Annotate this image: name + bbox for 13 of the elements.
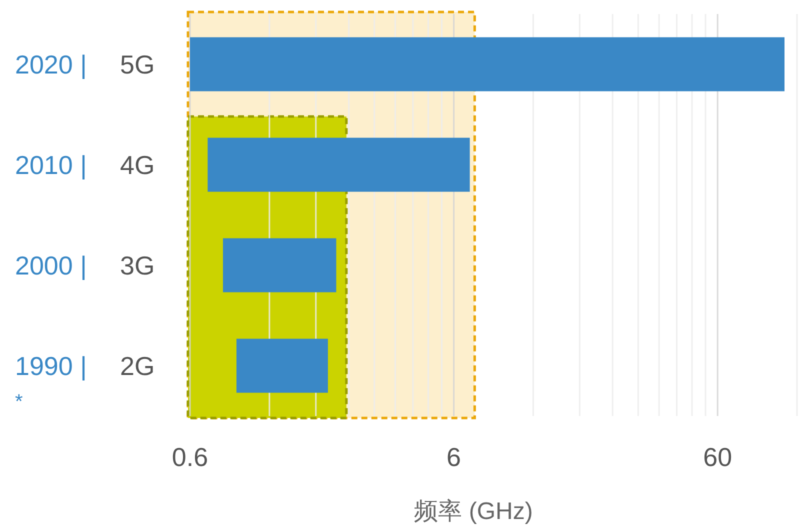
x-axis-title: 频率 (GHz) (414, 498, 533, 525)
y-tick-label: 4G (120, 150, 155, 180)
y-tick-label: 2G (120, 350, 155, 381)
text: 2020 | (15, 49, 87, 80)
y-tick-label: 5G (120, 49, 155, 80)
text: 2010 | (15, 150, 87, 180)
y-tick-label: 3G (120, 250, 155, 280)
text: 1990 | (15, 350, 87, 381)
x-tick-label: 0.6 (172, 442, 208, 472)
x-tick-label: 6 (446, 442, 462, 472)
x-tick-label: 60 (703, 442, 732, 472)
text: 2000 | (15, 250, 87, 280)
text: * (15, 390, 23, 413)
